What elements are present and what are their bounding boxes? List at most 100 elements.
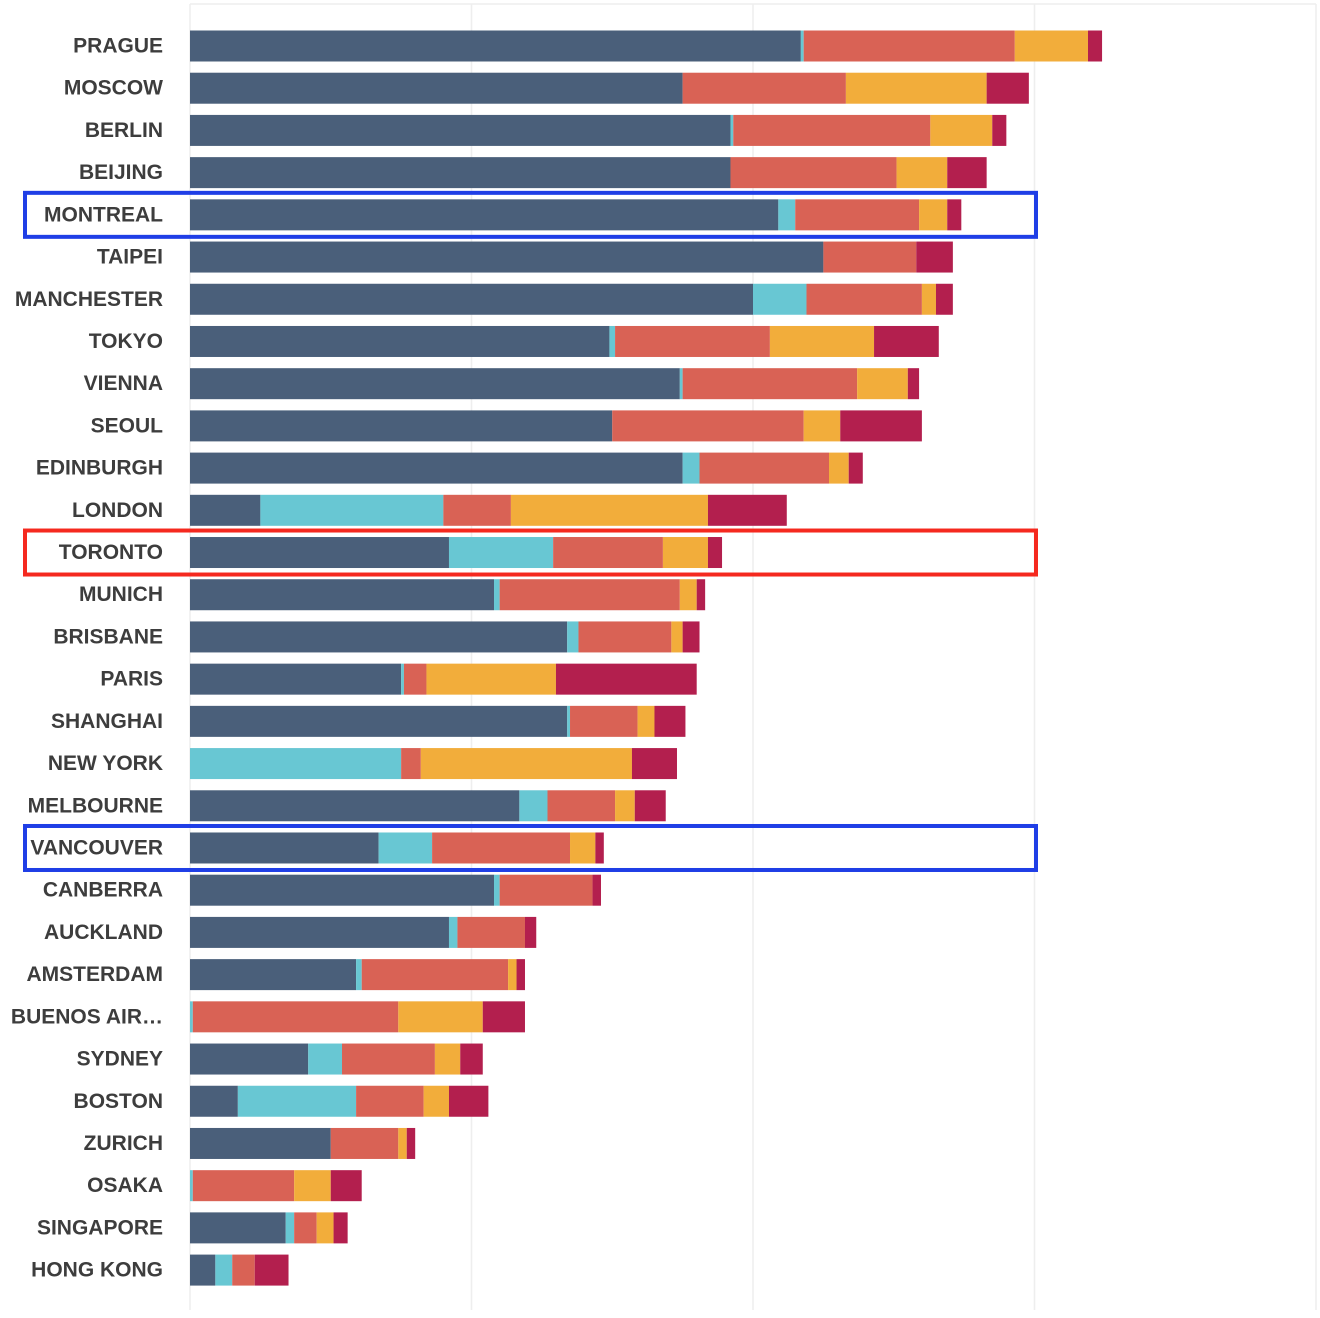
bar-row-buenos-air <box>190 1001 525 1033</box>
bar-segment <box>671 621 683 653</box>
bar-segment <box>190 241 824 273</box>
bar-segment <box>237 1085 357 1117</box>
category-label: BERLIN <box>85 119 163 142</box>
bar-segment <box>682 621 700 653</box>
bar-segment <box>420 748 632 780</box>
bar-segment <box>190 874 495 906</box>
bar-segment <box>190 579 495 611</box>
bar-segment <box>190 1085 238 1117</box>
bar-segment <box>508 959 517 991</box>
bar-segment <box>555 663 697 695</box>
bar-segment <box>190 832 379 864</box>
bar-segment <box>378 832 433 864</box>
category-label: BRISBANE <box>53 625 163 648</box>
bar-segment <box>457 916 525 948</box>
category-label: AUCKLAND <box>44 921 163 944</box>
bar-segment <box>921 283 936 315</box>
bar-segment <box>516 959 525 991</box>
bar-segment <box>753 283 807 315</box>
category-labels: PRAGUE MOSCOW BERLIN BEIJING MONTREAL TAIPEI M… <box>11 35 163 1282</box>
highlight-layer <box>23 190 1038 872</box>
bar-segment <box>190 916 449 948</box>
bar-segment <box>190 748 402 780</box>
bar-segment <box>401 748 421 780</box>
bar-row-auckland <box>190 916 537 948</box>
bar-segment <box>637 705 655 737</box>
category-label: MANCHESTER <box>15 288 163 311</box>
bar-row-tokyo <box>190 325 939 357</box>
category-label: BEIJING <box>79 161 163 184</box>
bar-segment <box>401 663 404 695</box>
bar-segment <box>845 72 987 104</box>
category-label: LONDON <box>72 499 163 522</box>
bar-segment <box>592 874 601 906</box>
bar-segment <box>426 663 556 695</box>
bar-segment <box>803 30 1015 62</box>
bar-row-london <box>190 494 787 526</box>
bar-segment <box>567 705 571 737</box>
category-label: TAIPEI <box>97 246 163 269</box>
bar-segment <box>907 368 920 400</box>
bar-segment <box>406 1127 416 1159</box>
category-label: TOKYO <box>89 330 163 353</box>
bar-segment <box>930 114 993 146</box>
category-label: AMSTERDAM <box>27 963 164 986</box>
bar-segment <box>192 1001 399 1033</box>
bar-segment <box>448 537 554 569</box>
bar-segment <box>947 157 987 189</box>
bar-segment <box>190 157 731 189</box>
bar-row-vienna <box>190 368 920 400</box>
category-label: PRAGUE <box>73 35 163 58</box>
bar-segment <box>803 410 841 442</box>
bar-segment <box>190 494 261 526</box>
bar-row-prague <box>190 30 1103 62</box>
bar-segment <box>190 368 680 400</box>
bar-segment <box>192 1170 295 1202</box>
bar-segment <box>398 1127 407 1159</box>
bar-segment <box>190 410 613 442</box>
bar-segment <box>510 494 708 526</box>
bar-segment <box>190 790 520 822</box>
bar-segment <box>707 494 787 526</box>
bar-segment <box>730 157 897 189</box>
bar-segment <box>553 537 663 569</box>
bar-row-brisbane <box>190 621 700 653</box>
bar-row-shanghai <box>190 705 686 737</box>
bar-row-toronto <box>190 537 723 569</box>
bar-segment <box>682 72 846 104</box>
bar-segment <box>254 1254 289 1286</box>
bar-segment <box>800 30 804 62</box>
bar-segment <box>316 1212 334 1244</box>
category-label: PARIS <box>100 668 163 691</box>
bar-segment <box>294 1212 317 1244</box>
bar-row-montreal <box>190 199 962 231</box>
bar-segment <box>519 790 548 822</box>
bar-segment <box>615 325 770 357</box>
bar-segment <box>679 579 697 611</box>
bar-segment <box>682 452 700 484</box>
bar-row-amsterdam <box>190 959 525 991</box>
bar-segment <box>679 368 683 400</box>
bar-segment <box>823 241 917 273</box>
bar-segment <box>947 199 962 231</box>
bar-segment <box>432 832 571 864</box>
bar-segment <box>190 1254 216 1286</box>
highlight-box-toronto <box>23 528 1038 577</box>
bar-segment <box>190 621 568 653</box>
category-label: EDINBURGH <box>36 457 163 480</box>
category-label: CANBERRA <box>43 879 163 902</box>
bar-segment <box>631 748 677 780</box>
category-label: MUNICH <box>79 583 163 606</box>
category-label: SEOUL <box>91 414 164 437</box>
bar-segment <box>190 1127 331 1159</box>
bar-segment <box>578 621 672 653</box>
bar-segment <box>190 199 779 231</box>
bar-segment <box>190 705 568 737</box>
bar-segment <box>260 494 444 526</box>
bar-segment <box>190 114 731 146</box>
bar-segment <box>403 663 427 695</box>
bar-segment <box>840 410 922 442</box>
bar-segment <box>699 452 829 484</box>
